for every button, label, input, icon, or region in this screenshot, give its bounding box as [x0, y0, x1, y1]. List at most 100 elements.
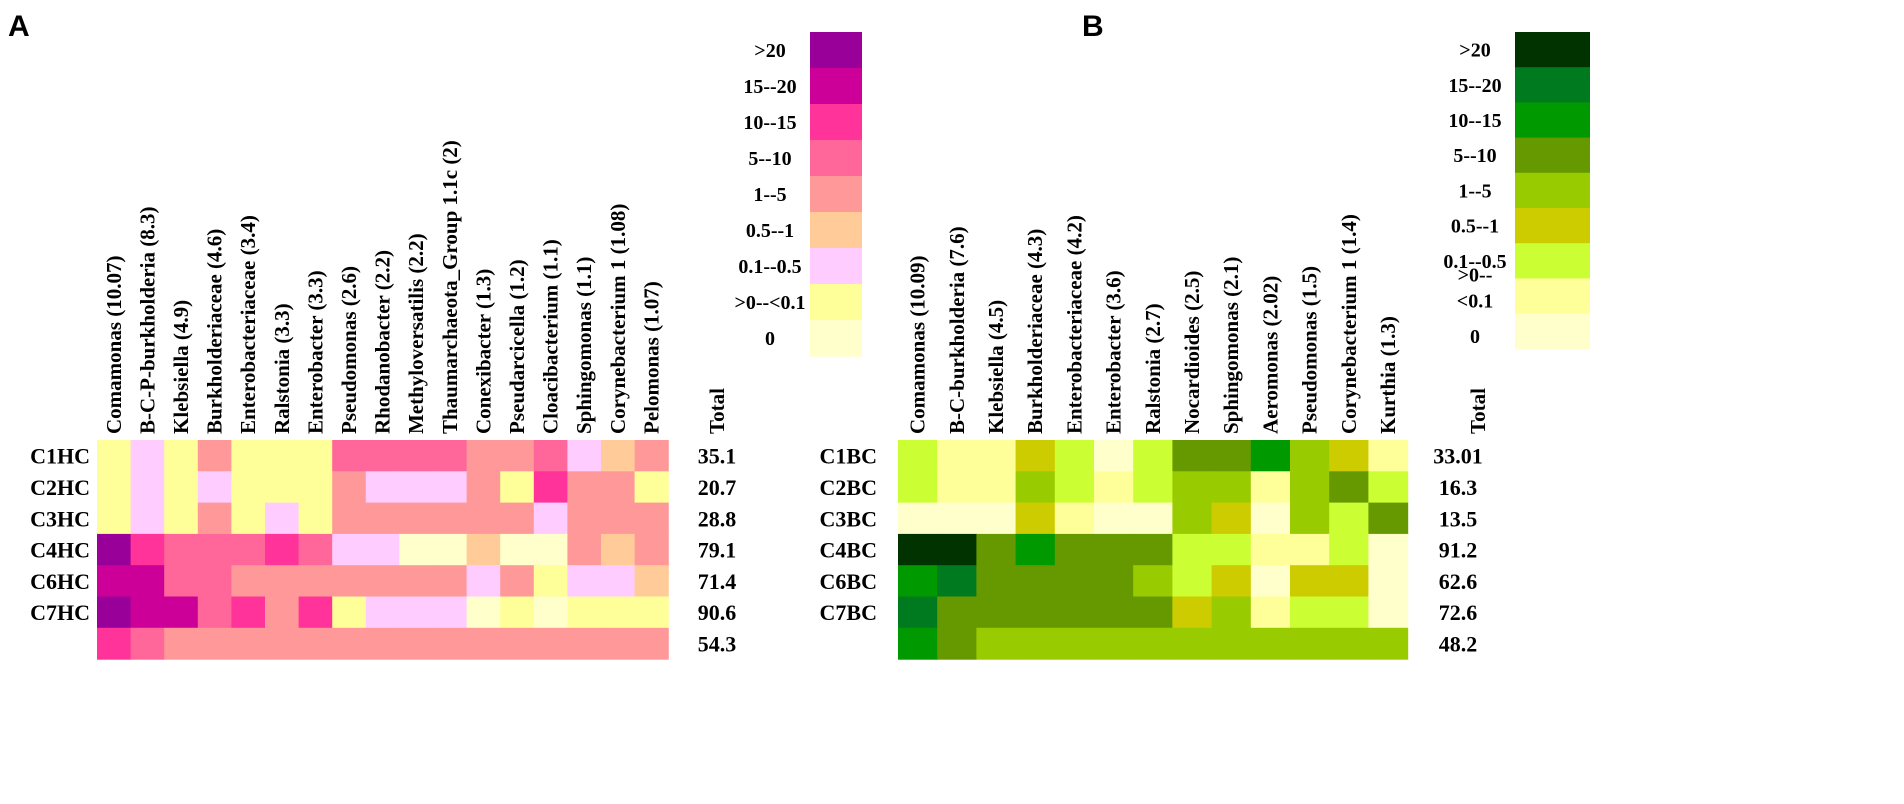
panel-a-letter: A: [8, 10, 30, 43]
a-col-label-sphingomonas-1-1: Sphingomonas (1.1): [572, 257, 596, 434]
a-legend-swatch-0: [810, 32, 862, 69]
a-cell-r2-c2: [164, 502, 199, 535]
a-cell-r4-c5: [265, 565, 300, 598]
b-cell-r5-c7: [1172, 596, 1213, 629]
a-cell-r0-c2: [164, 440, 199, 472]
a-cell-r6-c12: [500, 627, 535, 660]
b-total-r6: 48.2: [1439, 631, 1478, 656]
a-legend-label-4: 1--5: [753, 184, 786, 206]
a-col-label-b-c-p-burkholderia-8-3: B-C-P-burkholderia (8.3): [135, 207, 159, 435]
b-cell-r0-c4: [1054, 440, 1095, 472]
a-cell-r2-c16: [634, 502, 669, 535]
a-cell-r3-c8: [365, 533, 400, 566]
a-cell-r0-c1: [130, 440, 165, 472]
a-legend-swatch-3: [810, 140, 862, 177]
b-cell-r2-c5: [1094, 502, 1134, 535]
a-cell-r4-c16: [634, 565, 669, 598]
a-cell-r5-c3: [197, 596, 232, 629]
a-legend-label-5: 0.5--1: [746, 220, 794, 242]
b-col-label-sphingomonas-2-1: Sphingomonas (2.1): [1219, 257, 1243, 434]
a-cell-r4-c4: [231, 565, 266, 598]
b-cell-r4-c9: [1250, 565, 1291, 598]
a-cell-r5-c6: [298, 596, 333, 629]
a-col-label-cloacibacterium-1-1: Cloacibacterium (1.1): [539, 239, 563, 434]
a-col-label-comamonas-10-07: Comamonas (10.07): [102, 256, 126, 434]
a-legend-label-1: 15--20: [743, 76, 796, 98]
a-cell-r5-c2: [164, 596, 199, 629]
a-cell-r4-c2: [164, 565, 199, 598]
a-cell-r3-c14: [567, 533, 602, 566]
a-row-label-c6hc: C6HC: [30, 569, 90, 594]
b-cell-r4-c4: [1054, 565, 1095, 598]
b-cell-r2-c8: [1211, 502, 1252, 535]
b-cell-r6-c1: [937, 627, 977, 660]
b-cell-r3-c6: [1133, 533, 1173, 566]
a-cell-r0-c6: [298, 440, 333, 472]
b-cell-r5-c8: [1211, 596, 1252, 629]
panel-b-heatmap: Comamonas (10.09) B-C-burkholderia (7.6) K…: [820, 32, 1590, 660]
b-cell-r5-c4: [1054, 596, 1095, 629]
a-legend-swatch-6: [810, 248, 862, 285]
a-cell-r1-c5: [265, 471, 300, 504]
b-legend-label-3: 5--10: [1453, 145, 1496, 167]
b-cell-r4-c3: [1015, 565, 1056, 598]
a-total-r0: 35.1: [698, 444, 737, 469]
b-cell-r4-c0: [898, 565, 938, 598]
b-cell-r0-c7: [1172, 440, 1213, 472]
b-cell-r0-c1: [937, 440, 977, 472]
a-cell-r2-c7: [332, 502, 367, 535]
b-cell-r6-c7: [1172, 627, 1213, 660]
a-cell-r6-c6: [298, 627, 333, 660]
b-cell-r6-c0: [898, 627, 938, 660]
a-col-label-pseudarcicella-1-2: Pseudarcicella (1.2): [505, 259, 529, 434]
a-legend-label-0: >20: [754, 40, 785, 62]
b-legend-label-5: 0.5--1: [1451, 216, 1499, 238]
b-cell-r4-c11: [1329, 565, 1369, 598]
b-col-label-klebsiella-4-5: Klebsiella (4.5): [984, 300, 1008, 434]
a-cell-r2-c14: [567, 502, 602, 535]
a-legend-label-2: 10--15: [743, 112, 796, 134]
a-cell-r5-c13: [533, 596, 568, 629]
b-cell-r3-c3: [1015, 533, 1056, 566]
a-cell-r1-c8: [365, 471, 400, 504]
a-cell-r5-c11: [466, 596, 501, 629]
a-cell-r6-c15: [601, 627, 636, 660]
a-cell-r1-c11: [466, 471, 501, 504]
a-cell-r6-c5: [265, 627, 300, 660]
a-cell-r3-c4: [231, 533, 266, 566]
a-cell-r6-c13: [533, 627, 568, 660]
b-cell-r2-c3: [1015, 502, 1056, 535]
b-cell-r1-c3: [1015, 471, 1056, 504]
a-cell-r3-c6: [298, 533, 333, 566]
b-cell-r0-c11: [1329, 440, 1369, 472]
a-cell-r4-c11: [466, 565, 501, 598]
b-cell-r6-c9: [1250, 627, 1291, 660]
b-legend-label-6: 0.1--0.5: [1443, 251, 1506, 273]
a-cell-r6-c11: [466, 627, 501, 660]
a-col-label-corynebacterium-1-1-08: Corynebacterium 1 (1.08): [606, 204, 630, 434]
a-total-r4: 71.4: [698, 569, 737, 594]
b-cell-r4-c2: [976, 565, 1017, 598]
a-cell-r3-c12: [500, 533, 535, 566]
b-legend-label-2: 10--15: [1448, 110, 1501, 132]
a-cell-r0-c13: [533, 440, 568, 472]
a-cell-r4-c6: [298, 565, 333, 598]
a-cell-r4-c3: [197, 565, 232, 598]
a-cell-r0-c5: [265, 440, 300, 472]
a-col-label-conexibacter-1-3: Conexibacter (1.3): [471, 269, 495, 434]
a-cell-r0-c0: [97, 440, 132, 472]
b-legend-swatch-7: [1515, 278, 1590, 315]
a-cell-r1-c12: [500, 471, 535, 504]
b-cell-r2-c7: [1172, 502, 1213, 535]
b-cell-r2-c4: [1054, 502, 1095, 535]
a-cell-r1-c16: [634, 471, 669, 504]
b-cell-r6-c6: [1133, 627, 1173, 660]
a-cell-r4-c7: [332, 565, 367, 598]
a-legend-swatch-8: [810, 320, 862, 357]
b-cell-r1-c2: [976, 471, 1017, 504]
b-cell-r0-c5: [1094, 440, 1134, 472]
a-cell-r0-c9: [399, 440, 434, 472]
b-cell-r1-c11: [1329, 471, 1369, 504]
a-cell-r2-c5: [265, 502, 300, 535]
